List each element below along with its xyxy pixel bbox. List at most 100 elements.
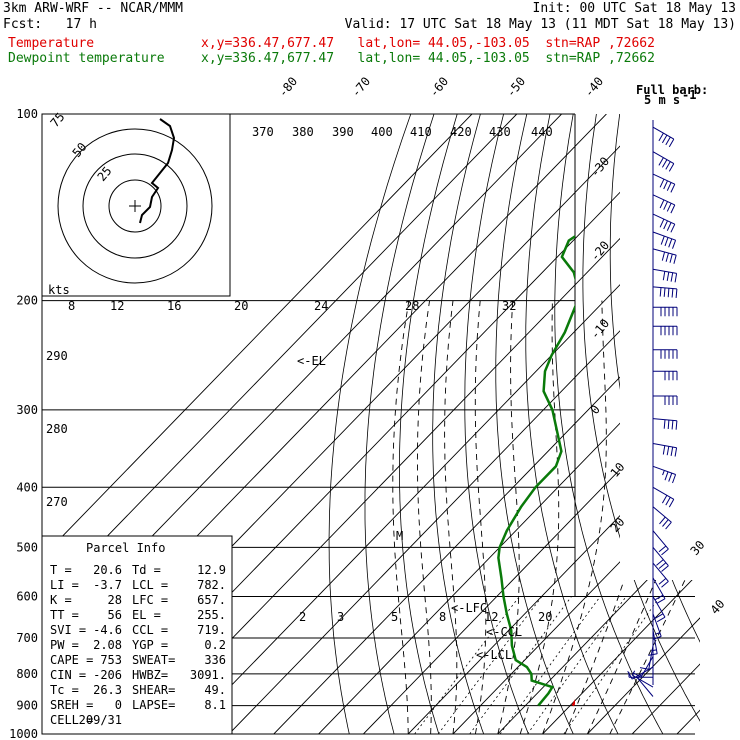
wind-key-speed: 5 m s [644,93,680,107]
pressure-label-100: 100 [16,107,38,121]
parcel-key-right: CCL = [132,623,168,637]
parcel-key-left: CIN = [50,668,86,682]
mixing-label-lower-8: 8 [439,610,446,624]
parcel-val-right: 49. [204,683,226,697]
isotherm-label-0: 0 [588,402,603,417]
parcel-key-right: HWBZ= [132,668,168,682]
pressure-label-500: 500 [16,540,38,554]
parcel-val-left: 753 [100,653,122,667]
mixing-ratio-5 [469,596,572,734]
parcel-val-left: -3.7 [93,578,122,592]
hodograph-ring-1 [82,153,188,259]
wind-barb [652,286,678,298]
moist-adiabat-30 [586,300,700,734]
parcel-key-left: TT = [50,608,79,622]
theta-label-370: 370 [252,125,274,139]
isotherm-30 [587,114,700,734]
isotherm-label-20: 20 [608,515,628,535]
dry-adiabat-380 [712,114,740,734]
parcel-val-left: 56 [108,608,122,622]
forecast-hour: Fcst: 17 h [3,17,97,32]
dry-adiabat-260 [364,114,435,734]
hodograph-ring-2 [108,179,162,233]
theta-side-label-280: 280 [46,422,68,436]
parcel-key-right: LFC = [132,593,168,607]
hodograph-ring-0 [57,128,213,284]
pressure-label-900: 900 [16,699,38,713]
isotherm-40 [631,114,700,734]
parcel-key-left: SREH = [50,698,93,712]
parcel-key-right: SHEAR= [132,683,175,697]
pressure-label-600: 600 [16,589,38,603]
parcel-key-right: Td = [132,563,161,577]
mixing-label-lower-3: 3 [337,610,344,624]
isotherm--60 [183,114,700,734]
parcel-val-left: 20.6 [93,563,122,577]
theta-label-440: 440 [531,125,553,139]
isotherm-label--70: -70 [349,74,374,100]
wind-barb [652,486,675,508]
wind-barb [652,268,678,283]
parcel-key-right: EL = [132,608,161,622]
parcel-val-left: 0 [115,698,122,712]
dry-adiabat-330 [582,114,700,734]
parcel-val-right: 719. [197,623,226,637]
mixing-label-lower-12: 12 [484,610,498,624]
wind-barb [631,670,654,688]
pressure-label-200: 200 [16,294,38,308]
parcel-key-right: SWEAT= [132,653,175,667]
parcel-val-left: 209/31 [79,713,122,727]
wind-barb [652,213,676,233]
isotherm-50 [676,114,700,734]
parcel-key-right: YGP = [132,638,168,652]
parcel-key-left: CAPE = [50,653,93,667]
isotherm-label--50: -50 [504,74,529,100]
pressure-label-1000: 1000 [9,727,38,740]
isotherm-0 [452,114,700,734]
parcel-info-title: Parcel Info [86,541,165,555]
parcel-mark-el: <-EL [297,354,326,368]
moist-adiabat--5 [416,300,432,734]
temperature-legend-label: Temperature [8,36,95,51]
moist-adiabat-10 [497,300,520,734]
wind-barb [652,562,669,588]
mixing-label-upper-12: 12 [110,299,124,313]
hodograph-trace [139,118,176,224]
dry-adiabat-370 [687,114,700,734]
wind-barb [652,126,675,148]
isotherm-label-10: 10 [608,460,628,480]
mixing-label-lower-5: 5 [391,610,398,624]
wind-barb [652,506,672,530]
mixing-label-lower-2: 2 [299,610,306,624]
hodograph-box [41,113,231,297]
theta-label-400: 400 [371,125,393,139]
parcel-key-left: PW = [50,638,79,652]
isotherm-label--40: -40 [582,74,607,100]
wind-barb [652,596,666,623]
parcel-val-right: 8.1 [204,698,226,712]
mixing-label-upper-16: 16 [167,299,181,313]
isotherm--40 [273,114,700,734]
pressure-label-400: 400 [16,480,38,494]
parcel-val-right: 3091. [190,668,226,682]
dewpoint-profile [497,234,575,707]
dry-adiabat-290 [464,114,529,734]
parcel-mark-ccl: <-CCL [486,625,522,639]
temperature-location: x,y=336.47,677.47 lat,lon= 44.05,-103.05… [201,36,655,51]
parcel-mark-lcl: <-LCL [476,648,512,662]
theta-label-420: 420 [450,125,472,139]
wind-barb [652,530,669,556]
parcel-key-right: LAPSE= [132,698,175,712]
wind-barb [652,395,678,405]
wind-barb [652,173,676,193]
parcel-key-left: T = [50,563,72,577]
model-title: 3km ARW-WRF -- NCAR/MMM [3,1,184,16]
moist-adiabat-15 [519,300,560,734]
moist-adiabat-0 [444,300,458,734]
dry-adiabat-320 [554,114,664,734]
dry-adiabat-280 [432,114,485,734]
isotherm-label-40: 40 [708,597,728,617]
wind-barb [652,349,678,359]
mixing-label-upper-28: 28 [405,299,419,313]
